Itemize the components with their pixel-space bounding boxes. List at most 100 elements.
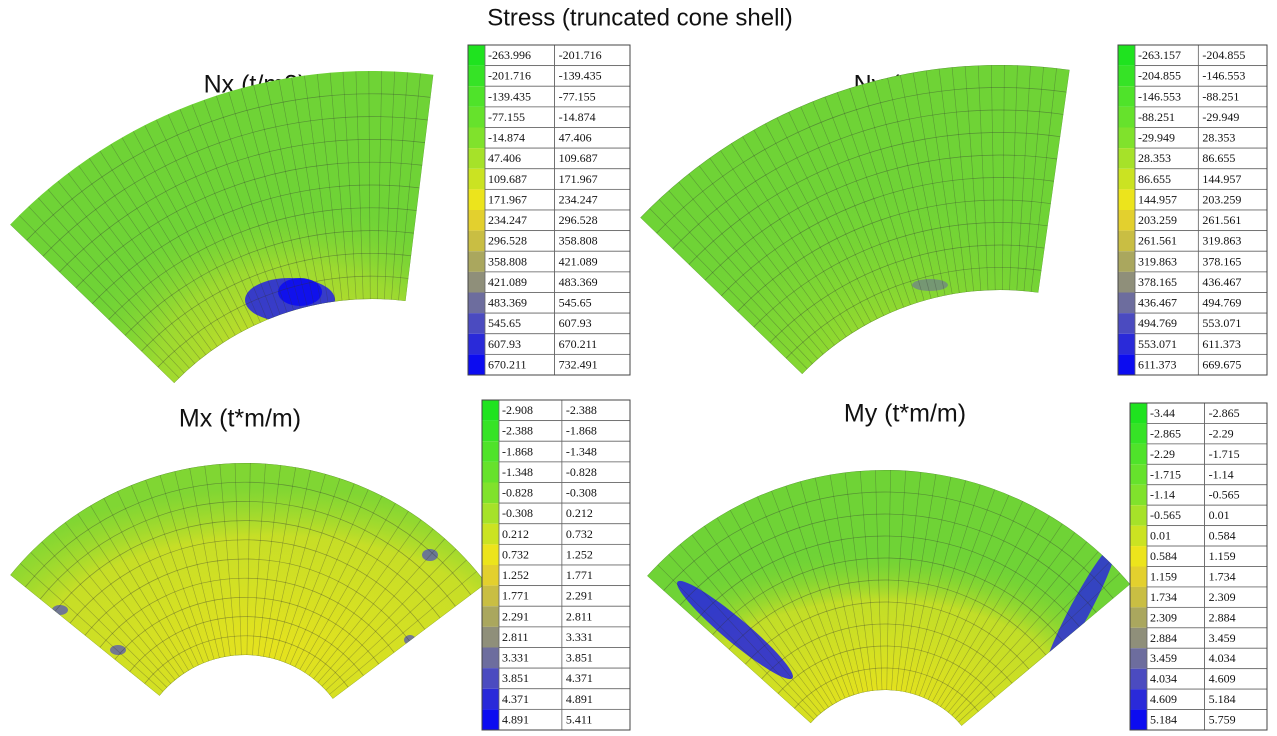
mesh-line [384,71,395,300]
mesh-line [67,172,207,356]
legend-swatch [1118,230,1135,252]
legend-swatch [482,606,499,627]
legend-swatch [1118,127,1135,149]
mesh-line [944,532,1076,710]
legend-from: -2.865 [1150,426,1181,440]
shell-detail [640,65,1070,374]
legend-to: -1.14 [1209,467,1234,481]
stress-patch [422,549,438,561]
mesh-arc [114,597,380,665]
legend-from: -77.155 [488,110,525,124]
mesh-line [691,534,825,711]
legend-from: -1.715 [1150,467,1181,481]
mesh-arc [26,93,431,241]
shell-shade [640,65,1070,374]
mesh-arc [69,539,426,630]
legend-swatch [468,168,485,190]
legend-from: 483.369 [488,296,527,310]
mesh-line [284,483,355,663]
legend-swatch [1130,586,1147,608]
legend-swatch [1130,525,1147,547]
mesh-line [679,544,822,714]
legend-swatch [1118,333,1135,355]
mesh-line [844,472,873,691]
mesh-line [246,463,251,656]
legend-from: 0.01 [1150,529,1171,543]
legend-to: 0.732 [566,527,593,541]
legend-from: 234.247 [488,213,527,227]
mesh-line [964,66,982,291]
mesh-line [321,548,457,687]
legend-to: 171.967 [559,172,598,186]
panel: Ny (t/m2)-263.157-204.855-204.855-146.55… [640,44,1268,376]
legend-to: 109.687 [559,151,598,165]
stress-patch [110,645,126,655]
mesh-arc [688,132,1061,265]
legend-swatch [1118,189,1135,210]
mesh-line [859,470,878,691]
legend-from: 319.863 [1138,254,1177,268]
mesh-arc [737,199,1051,312]
legend-swatch [482,668,499,689]
shell-shade [10,463,487,699]
mesh-line [668,190,819,360]
mesh-line [1037,69,1070,293]
mesh-line [1030,68,1057,292]
legend-swatch [482,523,499,545]
mesh-line [720,150,847,338]
legend-border [467,44,631,376]
mesh-line [958,572,1121,723]
mesh-line [90,505,189,671]
panel-title: Mx (t*m/m) [179,405,301,433]
legend-swatch [468,45,485,66]
legend-to: 483.369 [559,275,598,289]
legend-to: 670.211 [559,337,598,351]
legend-from: 4.891 [502,712,529,726]
mesh-arc [712,557,1063,642]
legend-swatch [468,65,485,87]
legend-from: -14.874 [488,131,525,145]
mesh-line [709,157,841,342]
mesh-line [133,131,242,333]
legend-to: 319.863 [1202,234,1241,248]
legend-from: -204.855 [1138,69,1181,83]
legend-to: 86.655 [1202,151,1235,165]
legend-from: 86.655 [1138,172,1171,186]
mesh-line [103,497,194,668]
mesh-arc [647,469,1131,585]
mesh-line [788,111,885,316]
legend-to: 1.771 [566,568,593,582]
mesh-line [317,538,446,683]
mesh-line [678,181,824,355]
legend-from: 171.967 [488,192,527,206]
legend-swatch [1118,354,1135,375]
mesh-line [947,541,1088,713]
legend-swatch [468,230,485,252]
mesh-line [355,71,364,300]
mesh-line [1016,65,1031,291]
legend-border [481,399,631,731]
legend-to: 1.734 [1209,569,1236,583]
figure-title: Stress (truncated cone shell) [487,4,792,31]
legend-from: 4.034 [1150,672,1177,686]
mesh-line [37,197,190,369]
mesh-line [252,463,266,656]
legend-from: 144.957 [1138,192,1177,206]
mesh-arc [785,267,1042,359]
mesh-line [900,74,946,296]
mesh-line [912,72,953,295]
mesh-line [88,157,218,347]
mesh-line [263,467,297,657]
mesh-line [647,575,811,724]
legend-swatch [1118,292,1135,314]
legend-from: 0.584 [1150,549,1177,563]
legend-swatch [482,544,499,565]
legend-swatch [1118,251,1135,272]
mesh-line [938,68,967,293]
mesh-line [923,494,1010,698]
legend-from: 203.259 [1138,213,1177,227]
legend-from: 0.212 [502,527,529,541]
mesh-line [240,88,301,309]
mesh-line [836,92,911,306]
legend-swatch [1130,627,1147,649]
